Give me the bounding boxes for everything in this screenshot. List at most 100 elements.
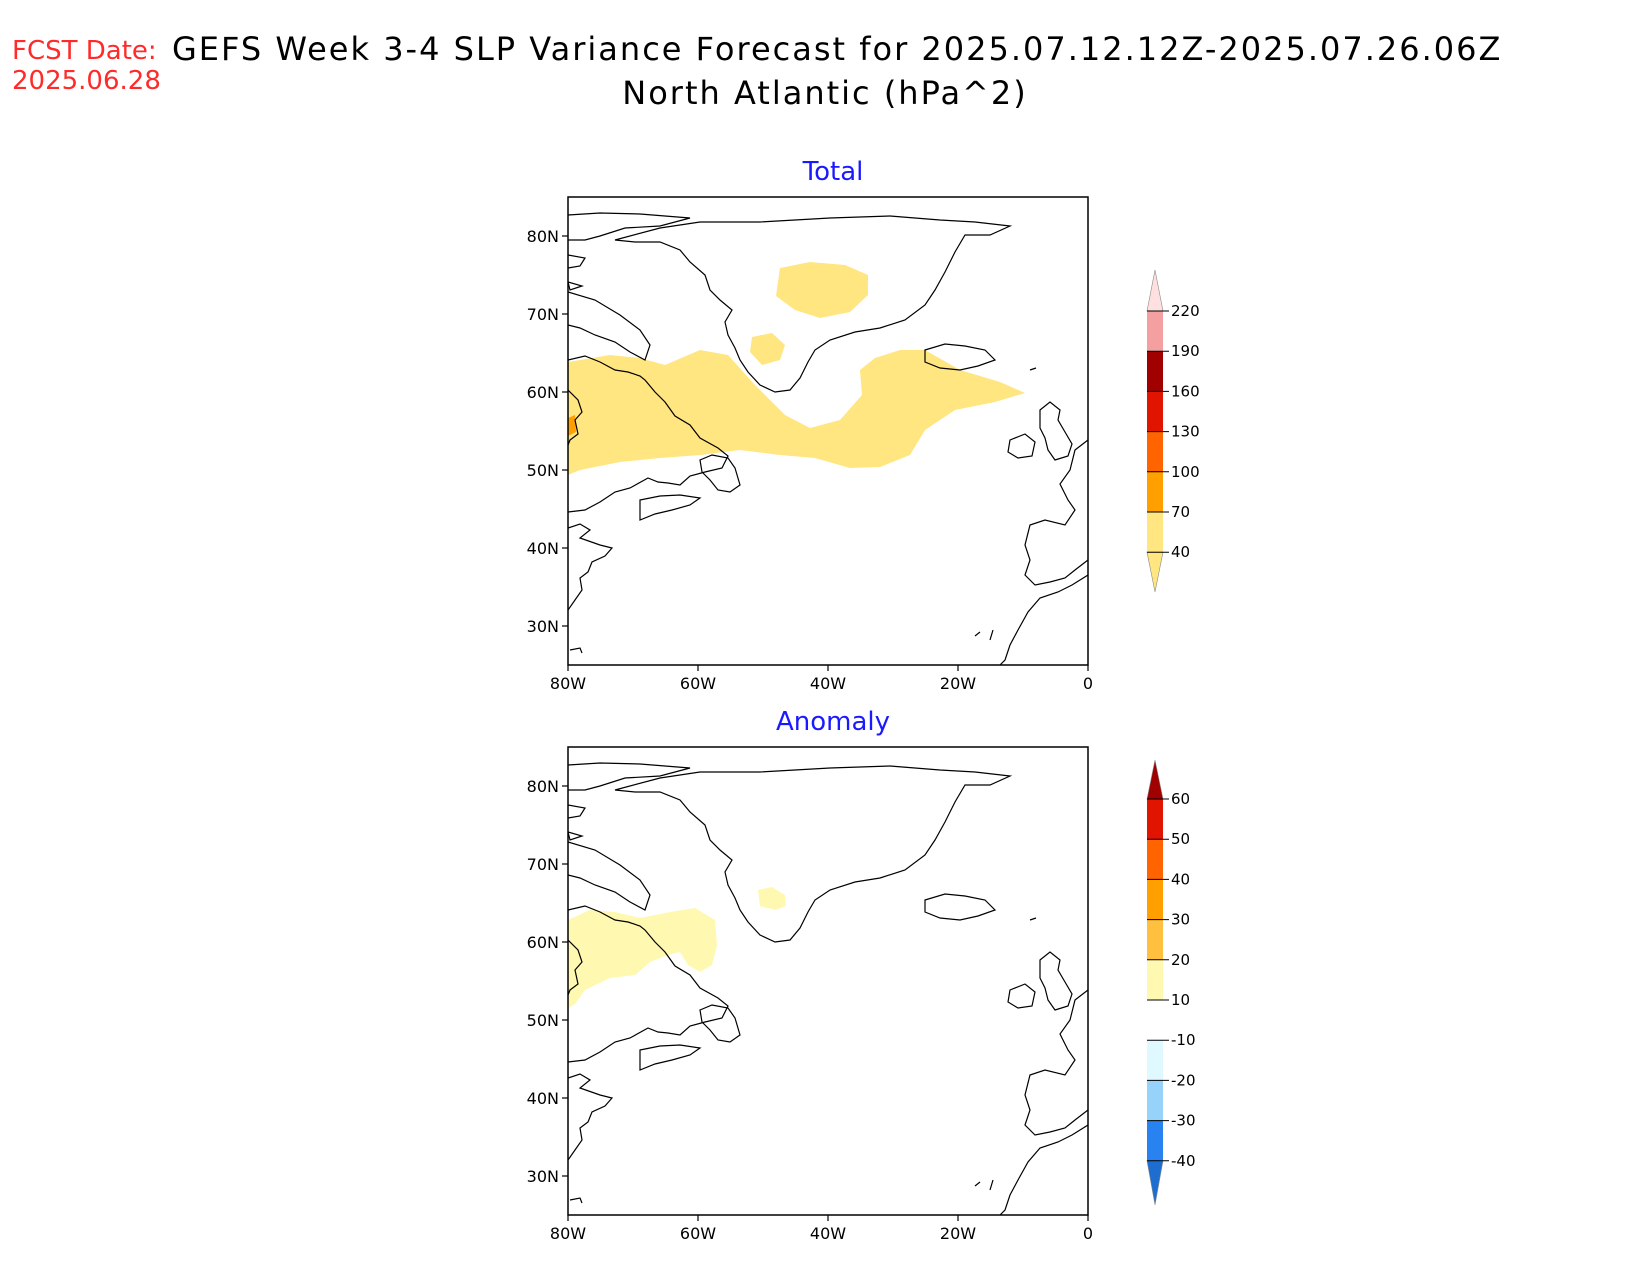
fcst-date-block: FCST Date: 2025.06.28 bbox=[12, 36, 161, 96]
anomaly-small-islands bbox=[569, 917, 1037, 1204]
y-tick-label: 40N bbox=[527, 1089, 559, 1108]
colorbar-label: 70 bbox=[1171, 503, 1190, 521]
total-shading bbox=[568, 262, 1025, 475]
anomaly-us-east-coast bbox=[568, 1073, 614, 1161]
colorbar-segment bbox=[1147, 1000, 1163, 1041]
total-contour-region-greenland-south bbox=[750, 333, 785, 365]
panel-title-total: Total bbox=[802, 157, 864, 187]
colorbar-label: 160 bbox=[1171, 382, 1200, 400]
x-tick-label: 40W bbox=[810, 674, 846, 693]
colorbar-segment bbox=[1147, 431, 1163, 472]
colorbar-label: 30 bbox=[1171, 911, 1190, 929]
anomaly-axis-ticks: 80W 60W 40W 20W 0 80N 70N 60N 50N 40N 30N bbox=[527, 777, 1093, 1243]
x-tick-label: 80W bbox=[550, 1224, 586, 1243]
panel-anomaly: Anomaly 80W 60W 40W 20W 080N70N60N50N40N30N … bbox=[527, 707, 1196, 1243]
y-tick-label: 80N bbox=[527, 227, 559, 246]
anomaly-iceland-coast bbox=[924, 893, 997, 921]
total-iceland-coast bbox=[924, 343, 997, 371]
colorbar-segment bbox=[1147, 391, 1163, 432]
anomaly-contour-region-greenland bbox=[758, 887, 786, 910]
total-baffin-coast bbox=[568, 291, 651, 361]
colorbar-label: 20 bbox=[1171, 951, 1190, 969]
x-tick-label: 0 bbox=[1083, 674, 1093, 693]
total-small-islands bbox=[569, 367, 1037, 654]
anomaly-baffin-islands bbox=[568, 804, 586, 841]
colorbar-segment bbox=[1147, 512, 1163, 553]
total-contour-region-atlantic-band bbox=[568, 350, 1025, 475]
x-tick-label: 60W bbox=[680, 674, 716, 693]
anomaly-map-frame bbox=[567, 746, 1089, 1216]
total-coastlines bbox=[568, 212, 1088, 665]
y-tick-label: 30N bbox=[527, 617, 559, 636]
x-tick-label: 60W bbox=[680, 1224, 716, 1243]
y-tick-label: 40N bbox=[527, 539, 559, 558]
total-axis-ticks: 80W 60W 40W 20W 0 80N 70N 60N 50N 40N 30N bbox=[527, 227, 1093, 693]
colorbar-segment bbox=[1147, 1120, 1163, 1161]
total-contour-region-greenland-north bbox=[776, 262, 868, 318]
colorbar-segment bbox=[1147, 1080, 1163, 1121]
colorbar-label: -10 bbox=[1171, 1031, 1196, 1049]
anomaly-coastlines bbox=[568, 762, 1088, 1215]
anomaly-newfoundland-coast bbox=[699, 1004, 741, 1043]
anomaly-labrador-coast bbox=[568, 905, 729, 1063]
colorbar-label: 100 bbox=[1171, 463, 1200, 481]
total-baffin-islands bbox=[568, 254, 586, 291]
total-uk-ireland-coast bbox=[1007, 401, 1073, 461]
colorbar-label: 220 bbox=[1171, 302, 1200, 320]
x-tick-label: 40W bbox=[810, 1224, 846, 1243]
y-tick-label: 50N bbox=[527, 1011, 559, 1030]
panel-title-anomaly: Anomaly bbox=[776, 707, 890, 737]
colorbar-segment bbox=[1147, 839, 1163, 880]
colorbar-label: 10 bbox=[1171, 991, 1190, 1009]
total-newfoundland-coast bbox=[699, 454, 741, 493]
x-tick-label: 20W bbox=[940, 1224, 976, 1243]
colorbar-bottom-arrow bbox=[1146, 1160, 1164, 1206]
colorbar-segment bbox=[1147, 919, 1163, 960]
total-contour-region-labrador-orange bbox=[568, 415, 576, 436]
total-us-east-coast bbox=[568, 523, 614, 611]
colorbar-label: -40 bbox=[1171, 1152, 1196, 1170]
colorbar-segment bbox=[1147, 879, 1163, 920]
colorbar-label: -30 bbox=[1171, 1112, 1196, 1130]
y-tick-label: 60N bbox=[527, 383, 559, 402]
y-tick-label: 60N bbox=[527, 933, 559, 952]
y-tick-label: 70N bbox=[527, 305, 559, 324]
colorbar-segment bbox=[1147, 351, 1163, 392]
colorbar-top-arrow bbox=[1146, 269, 1164, 312]
anomaly-uk-ireland-coast bbox=[1007, 951, 1073, 1011]
colorbar-label: 190 bbox=[1171, 342, 1200, 360]
panel-total: Total 80W 60W 40W 20W 0 80N 70N 60N 50N 40N 30N 22… bbox=[527, 157, 1200, 693]
colorbar-label: 50 bbox=[1171, 830, 1190, 848]
total-labrador-coast bbox=[568, 355, 729, 513]
y-tick-label: 80N bbox=[527, 777, 559, 796]
title-line-2: North Atlantic (hPa^2) bbox=[622, 74, 1028, 112]
total-africa-coast bbox=[999, 574, 1088, 665]
anomaly-africa-coast bbox=[999, 1124, 1088, 1215]
colorbar-segment bbox=[1147, 1040, 1163, 1081]
colorbar-label: 40 bbox=[1171, 543, 1190, 561]
anomaly-greenland-coast bbox=[614, 765, 1013, 943]
total-hudson-bay-coast bbox=[568, 389, 583, 446]
anomaly-colorbar: 60 50 40 30 20 10 -10 -20 -30 -40 bbox=[1146, 759, 1196, 1206]
anomaly-nova-scotia-coast bbox=[639, 1044, 702, 1071]
x-tick-label: 0 bbox=[1083, 1224, 1093, 1243]
colorbar-label: 130 bbox=[1171, 423, 1200, 441]
colorbar-label: 40 bbox=[1171, 870, 1190, 888]
colorbar-top-arrow bbox=[1146, 759, 1164, 800]
colorbar-segment bbox=[1147, 799, 1163, 840]
anomaly-contour-region-labrador bbox=[568, 908, 717, 1008]
colorbar-segment bbox=[1147, 311, 1163, 352]
fcst-date-label: FCST Date: bbox=[12, 36, 157, 66]
colorbar-label: -20 bbox=[1171, 1071, 1196, 1089]
colorbar-segment bbox=[1147, 959, 1163, 1000]
anomaly-ellesmere-coast bbox=[568, 762, 691, 791]
total-ellesmere-coast bbox=[568, 212, 691, 241]
y-tick-label: 50N bbox=[527, 461, 559, 480]
y-tick-label: 70N bbox=[527, 855, 559, 874]
total-greenland-coast bbox=[614, 215, 1013, 393]
title-line-1: GEFS Week 3-4 SLP Variance Forecast for … bbox=[172, 30, 1503, 68]
colorbar-bottom-arrow bbox=[1146, 551, 1164, 593]
y-tick-label: 30N bbox=[527, 1167, 559, 1186]
colorbar-segment bbox=[1147, 471, 1163, 512]
